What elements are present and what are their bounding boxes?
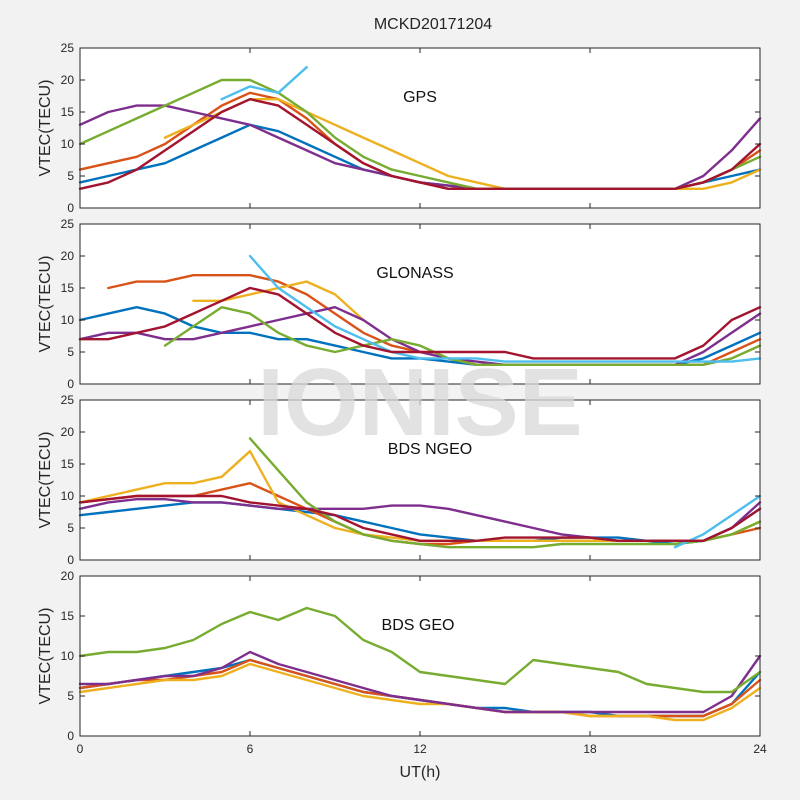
- panel-label: GPS: [403, 89, 437, 106]
- x-tick-label: 18: [583, 742, 597, 756]
- series-line-5: [248, 437, 762, 549]
- panel-label: BDS GEO: [382, 617, 455, 634]
- y-tick-label: 0: [67, 729, 74, 743]
- y-tick-label: 10: [61, 313, 75, 327]
- series-line-6: [220, 65, 308, 101]
- series-line-5: [163, 306, 762, 366]
- y-tick-label: 15: [61, 609, 75, 623]
- y-tick-label: 10: [61, 489, 75, 503]
- y-tick-label: 20: [61, 569, 75, 583]
- y-tick-label: 15: [61, 105, 75, 119]
- panel-label: GLONASS: [376, 265, 453, 282]
- series-line-4: [78, 650, 762, 714]
- y-tick-label: 0: [67, 377, 74, 391]
- y-tick-label: 15: [61, 281, 75, 295]
- series-line-5: [78, 606, 762, 694]
- panel-1: 0 5 10 15 20 25 VTEC(TECU) GPS: [37, 41, 762, 215]
- panel-4: 0 6 12 18 24 0 5 10 15 20 VTEC(TECU) BDS GEO: [37, 569, 767, 756]
- series-line-3: [78, 662, 762, 722]
- y-tick-label: 5: [67, 345, 74, 359]
- y-tick-label: 15: [61, 457, 75, 471]
- y-tick-label: 25: [61, 393, 75, 407]
- y-tick-label: 0: [67, 201, 74, 215]
- y-tick-label: 10: [61, 649, 75, 663]
- y-tick-label: 10: [61, 137, 75, 151]
- panel-2: 0 5 10 15 20 25 VTEC(TECU) GLONASS: [37, 217, 762, 391]
- x-tick-label: 12: [413, 742, 427, 756]
- panel-label: BDS NGEO: [388, 441, 472, 458]
- watermark: IONISE: [257, 349, 582, 456]
- series-line-7: [78, 494, 762, 542]
- y-axis-label: VTEC(TECU): [37, 608, 54, 705]
- y-tick-label: 0: [67, 553, 74, 567]
- series-line-7: [78, 97, 762, 191]
- x-tick-label: 6: [247, 742, 254, 756]
- y-axis-label: VTEC(TECU): [37, 432, 54, 529]
- y-tick-label: 5: [67, 521, 74, 535]
- series-line-7: [78, 286, 762, 360]
- plot-area: [80, 576, 760, 736]
- plot-area: [80, 48, 760, 208]
- panels: 0 5 10 15 20 25 VTEC(TECU) GPS 0 5 10 15 20 25 VTEC(TE…: [37, 41, 767, 756]
- y-tick-label: 20: [61, 73, 75, 87]
- series-line-6: [248, 254, 762, 363]
- panel-3: 0 5 10 15 20 25 VTEC(TECU) BDS NGEO: [37, 393, 762, 567]
- y-tick-label: 5: [67, 689, 74, 703]
- y-tick-label: 25: [61, 41, 75, 55]
- x-tick-label: 0: [77, 742, 84, 756]
- y-tick-label: 20: [61, 425, 75, 439]
- y-axis-label: VTEC(TECU): [37, 256, 54, 353]
- y-tick-label: 25: [61, 217, 75, 231]
- figure-title: MCKD20171204: [374, 16, 492, 33]
- x-axis-label: UT(h): [400, 764, 441, 781]
- x-tick-label: 24: [753, 742, 767, 756]
- y-tick-label: 20: [61, 249, 75, 263]
- y-axis-label: VTEC(TECU): [37, 80, 54, 177]
- y-tick-label: 5: [67, 169, 74, 183]
